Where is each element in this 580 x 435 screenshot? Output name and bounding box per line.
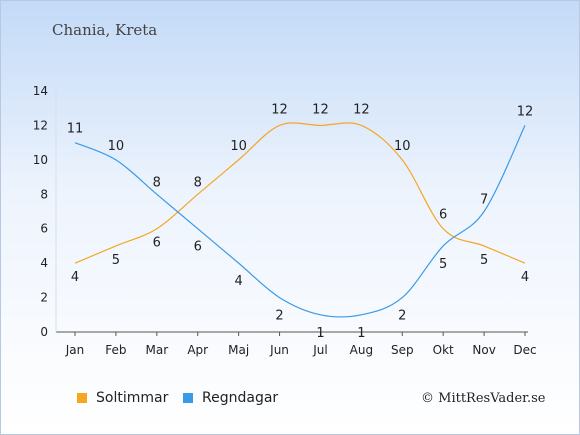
data-label: 6 xyxy=(153,236,161,251)
data-label: 8 xyxy=(153,175,161,190)
x-tick-label: Jul xyxy=(312,343,327,357)
data-label: 11 xyxy=(67,122,84,137)
legend-item-soltimmar: Soltimmar xyxy=(77,390,168,406)
y-tick-label: 6 xyxy=(40,222,48,236)
data-label: 1 xyxy=(357,326,365,341)
x-tick-label: Sep xyxy=(391,343,414,357)
series-line-regndagar xyxy=(74,125,526,318)
data-label: 12 xyxy=(312,102,329,117)
data-label: 4 xyxy=(521,270,529,285)
x-tick-label: Apr xyxy=(187,343,208,357)
data-label: 4 xyxy=(71,270,79,285)
legend-swatch-soltimmar xyxy=(77,393,87,403)
y-tick-label: 4 xyxy=(40,256,48,270)
data-label: 4 xyxy=(234,274,242,289)
x-tick-label: Nov xyxy=(472,343,495,357)
y-tick-label: 0 xyxy=(40,325,48,339)
data-label: 2 xyxy=(398,309,406,324)
data-label: 10 xyxy=(230,139,247,154)
y-tick-label: 10 xyxy=(33,153,48,167)
credit-text: © MittResVader.se xyxy=(421,391,546,406)
y-tick-label: 12 xyxy=(33,118,48,132)
data-label: 6 xyxy=(194,240,202,255)
data-label: 7 xyxy=(480,193,488,208)
data-label: 2 xyxy=(275,309,283,324)
y-tick-label: 14 xyxy=(33,84,48,98)
y-tick-label: 8 xyxy=(40,187,48,201)
x-tick-label: Jun xyxy=(269,343,289,357)
chart-title: Chania, Kreta xyxy=(52,21,158,39)
data-label: 12 xyxy=(353,102,370,117)
y-tick-label: 2 xyxy=(40,291,48,305)
data-label: 6 xyxy=(439,208,447,223)
x-tick-label: Jan xyxy=(65,343,85,357)
x-tick-label: Maj xyxy=(228,343,249,357)
data-label: 5 xyxy=(439,257,447,272)
legend-label-regndagar: Regndagar xyxy=(202,390,279,406)
data-label: 8 xyxy=(194,175,202,190)
x-tick-label: Mar xyxy=(145,343,168,357)
data-label: 10 xyxy=(394,139,411,154)
x-tick-label: Dec xyxy=(513,343,536,357)
data-label: 12 xyxy=(271,102,288,117)
data-label: 1 xyxy=(316,326,324,341)
series-lines xyxy=(74,122,526,318)
data-label: 12 xyxy=(517,104,534,119)
series-line-soltimmar xyxy=(74,122,526,264)
legend-label-soltimmar: Soltimmar xyxy=(96,390,169,406)
data-label: 5 xyxy=(480,253,488,268)
x-tick-label: Aug xyxy=(350,343,373,357)
data-label: 10 xyxy=(108,139,125,154)
legend-item-regndagar: Regndagar xyxy=(183,390,278,406)
x-tick-label: Feb xyxy=(105,343,126,357)
x-tick-label: Okt xyxy=(433,343,454,357)
data-label: 5 xyxy=(112,253,120,268)
legend-swatch-regndagar xyxy=(183,393,193,403)
